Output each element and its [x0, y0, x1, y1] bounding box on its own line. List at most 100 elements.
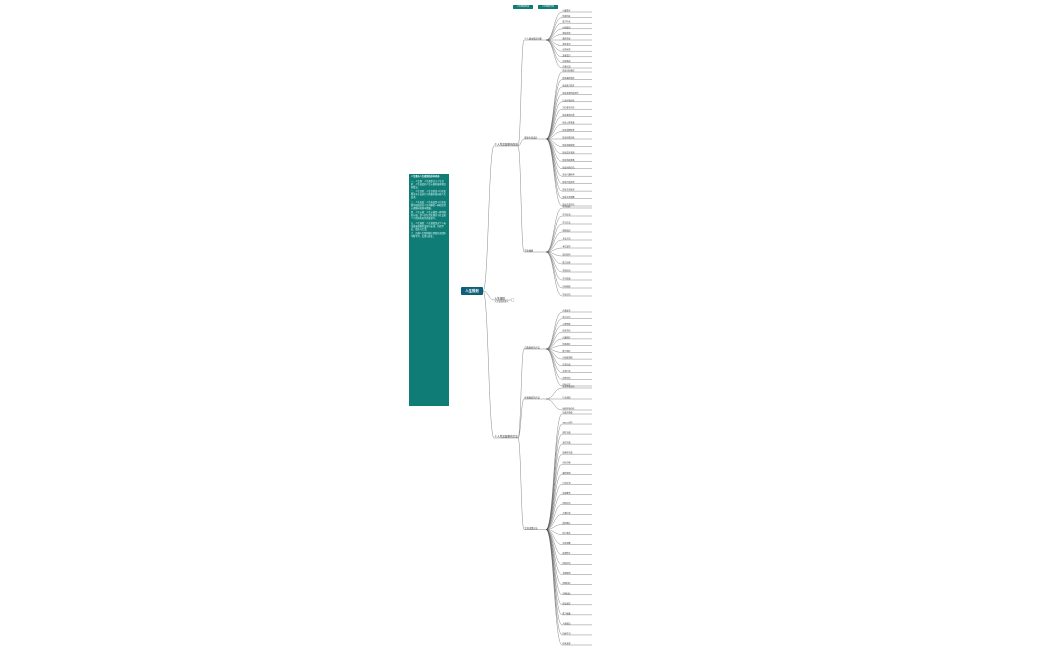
leaf-node[interactable]: 职业素质培养 [563, 113, 575, 117]
leaf-node[interactable]: 动态调整 [563, 541, 571, 545]
leaf-node[interactable]: 学习计划 [563, 213, 571, 217]
leaf-node[interactable]: 阶段评估 [563, 561, 571, 565]
notes-title: 人生观与人生规划的基本内容 [411, 175, 440, 178]
leaf-node[interactable]: 职业锚定 [563, 601, 571, 605]
leaf-node[interactable]: 家庭背景 [563, 31, 571, 35]
root-node[interactable]: 人生规划 [461, 287, 483, 295]
leaf-node[interactable]: 社会环境分析 [563, 385, 575, 389]
leaf-node[interactable]: 兴趣爱好 [563, 9, 571, 13]
leaf-node[interactable]: 职业技能训练 [563, 136, 575, 140]
branch-label[interactable]: 人生规划 [495, 296, 506, 300]
leaf-node[interactable]: 学业评估 [563, 293, 571, 297]
leaf-node[interactable]: 经验总结 [563, 329, 571, 333]
leaf-node[interactable]: 能力培养 [563, 261, 571, 265]
leaf-node[interactable]: 生涯访谈 [563, 362, 571, 366]
leaf-node[interactable]: 能力测评 [563, 349, 571, 353]
leaf-node[interactable]: 职业能力提升 [563, 83, 575, 87]
leaf-node[interactable]: 自我反思 [563, 309, 571, 313]
leaf-node[interactable]: 资源整合 [563, 491, 571, 495]
leaf-node[interactable]: 学习目标 [563, 205, 571, 209]
leaf-node[interactable]: 发展潜力 [563, 53, 571, 57]
leaf-node[interactable]: 生涯日志 [563, 369, 571, 373]
leaf-node[interactable]: 中期目标 [563, 591, 571, 595]
leaf-node[interactable]: 人脉建设 [563, 621, 571, 625]
leaf-node[interactable]: 职业路径选择 [563, 76, 575, 80]
leaf-node[interactable]: 优势分析 [563, 376, 571, 380]
leaf-node[interactable]: 职业生涯反思 [563, 188, 575, 192]
leaf-node[interactable]: 职业生涯调整 [563, 195, 575, 199]
leaf-node[interactable]: 目标分解 [563, 461, 571, 465]
leaf-node[interactable]: 知识结构 [563, 253, 571, 257]
sub-branch-label[interactable]: 个人基本情况分析 [525, 36, 543, 40]
leaf-connector [545, 79, 563, 140]
leaf-node[interactable]: 机会挑战 [563, 59, 571, 63]
branch-sub-label[interactable]: 人生规划的意义 [495, 300, 509, 304]
leaf-node[interactable]: 组织环境分析 [563, 407, 575, 411]
leaf-node[interactable]: 课程选择 [563, 229, 571, 233]
leaf-node[interactable]: 职业风险评估 [563, 165, 575, 169]
leaf-node[interactable]: 能力储备 [563, 611, 571, 615]
leaf-node[interactable]: 终身发展 [563, 642, 571, 646]
branch-label[interactable]: 个人生涯规划的方法 [495, 434, 519, 438]
leaf-node[interactable]: 持续学习 [563, 631, 571, 635]
leaf-node[interactable]: 路径规划 [563, 471, 571, 475]
leaf-node[interactable]: 能力特长 [563, 20, 571, 24]
leaf-node[interactable]: 依赖型决策 [563, 451, 573, 455]
leaf-connector [545, 138, 563, 177]
leaf-node[interactable]: 教育背景 [563, 37, 571, 41]
leaf-node[interactable]: 价值取向 [563, 25, 571, 29]
leaf-connector [545, 247, 563, 253]
leaf-node[interactable]: 身体状况 [563, 42, 571, 46]
leaf-node[interactable]: 方案比较 [563, 511, 571, 515]
leaf-node[interactable]: 职业资格获取 [563, 143, 575, 147]
leaf-node[interactable]: 执行落实 [563, 531, 571, 535]
leaf-node[interactable]: 优势劣势 [563, 48, 571, 52]
sub-branch-label[interactable]: 职业生涯设计 [525, 135, 539, 139]
leaf-node[interactable]: 职业兴趣探索 [563, 173, 575, 177]
leaf-node[interactable]: 职业价值实现 [563, 180, 575, 184]
leaf-node[interactable]: 实践活动 [563, 269, 571, 273]
leaf-node[interactable]: 学习方法 [563, 221, 571, 225]
leaf-node[interactable]: 时间管理 [563, 285, 571, 289]
collapse-toggle[interactable] [511, 298, 515, 302]
leaf-node[interactable]: 职业生涯评估 [563, 203, 575, 207]
leaf-node[interactable]: 兴趣测评 [563, 335, 571, 339]
leaf-node[interactable]: 反馈修正 [563, 551, 571, 555]
leaf-node[interactable]: 学习资源 [563, 277, 571, 281]
leaf-node[interactable]: 目标设定 [563, 383, 571, 387]
sub-branch-label[interactable]: 自我探索的方法 [525, 345, 541, 349]
leaf-node[interactable]: 职业转换准备 [563, 158, 575, 162]
leaf-node[interactable]: 风险评估 [563, 501, 571, 505]
leaf-node[interactable]: 理性决策 [563, 431, 571, 435]
sub-branch-label[interactable]: 环境探索的方法 [525, 395, 541, 399]
leaf-node[interactable]: 行动计划 [563, 481, 571, 485]
leaf-node[interactable]: 职业心理准备 [563, 121, 575, 125]
leaf-node[interactable]: 职业目标确定 [563, 69, 575, 73]
leaf-node[interactable]: 自我认知 [563, 65, 571, 69]
leaf-node[interactable]: 职业发展阶段划分 [563, 91, 579, 95]
leaf-node[interactable]: 性格特征 [563, 14, 571, 18]
badge-tag[interactable]: 人生观的形成 [513, 5, 533, 9]
leaf-node[interactable]: 行业环境分析 [563, 98, 575, 102]
leaf-node[interactable]: 考试安排 [563, 245, 571, 249]
leaf-node[interactable]: 性格测评 [563, 342, 571, 346]
leaf-node[interactable]: 价值观澄清 [563, 356, 573, 360]
leaf-node[interactable]: 职业晋升规划 [563, 150, 575, 154]
leaf-node[interactable]: 他人评价 [563, 315, 571, 319]
leaf-node[interactable]: 专业方向 [563, 237, 571, 241]
leaf-node[interactable]: 直觉决策 [563, 441, 571, 445]
branch-label[interactable]: 个人生涯规划的内容 [495, 142, 519, 146]
badge-tag[interactable]: 人生观的作用 [538, 5, 558, 9]
leaf-node[interactable]: 职业道德修养 [563, 128, 575, 132]
leaf-node[interactable]: 短期目标 [563, 581, 571, 585]
leaf-node[interactable]: 选择确认 [563, 521, 571, 525]
leaf-node[interactable]: 心理测验 [563, 322, 571, 326]
leaf-node[interactable]: 决策平衡单 [563, 411, 573, 415]
sub-branch-label[interactable]: 生涯决策方法 [525, 526, 539, 530]
leaf-node[interactable]: SWOT分析 [563, 421, 573, 425]
leaf-node[interactable]: 岗位要求分析 [563, 106, 575, 110]
leaf-node[interactable]: 行业调研 [563, 396, 571, 400]
leaf-node[interactable]: 长期规划 [563, 571, 571, 575]
sub-branch-label[interactable]: 学业规划 [525, 248, 534, 252]
